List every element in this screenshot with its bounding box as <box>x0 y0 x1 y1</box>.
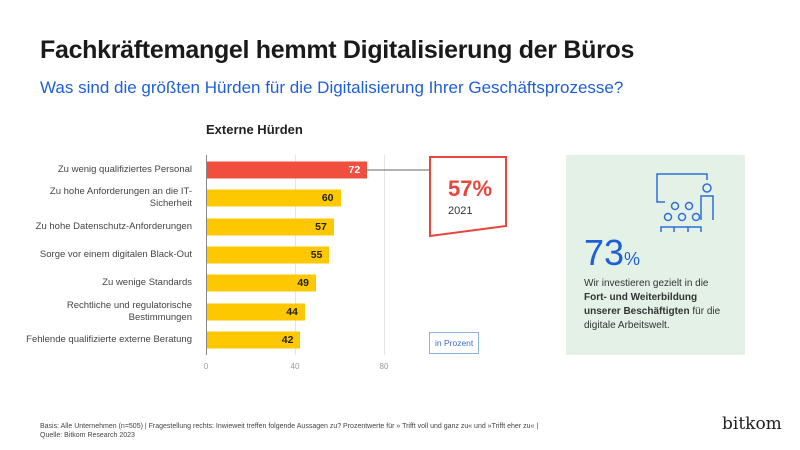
chart-title: Externe Hürden <box>206 122 303 137</box>
info-value-unit: % <box>624 249 641 269</box>
bar <box>207 331 301 349</box>
info-box <box>566 155 745 355</box>
bar-value-label: 44 <box>286 305 298 318</box>
unit-note: in Prozent <box>429 332 480 354</box>
info-text-bold: Fort- und Weiterbildung unserer Beschäft… <box>584 292 698 317</box>
page-subtitle: Was sind die größten Hürden für die Digi… <box>40 78 624 97</box>
callout-value: 57% <box>448 176 493 201</box>
footnote-basis: Basis: Alle Unternehmen (n=505) | Frages… <box>40 423 539 430</box>
gridline <box>206 155 207 355</box>
bitkom-logo: bitkom <box>722 414 782 434</box>
category-label: Rechtliche und regulatorische Bestimmung… <box>66 299 192 323</box>
bar <box>207 218 334 236</box>
bar <box>207 246 330 264</box>
bar <box>207 161 368 179</box>
info-value: 73% <box>584 232 640 274</box>
category-label: Sorge vor einem digitalen Black-Out <box>39 248 192 260</box>
info-text-post: für die digitale Arbeitswelt. <box>584 306 721 331</box>
category-label: Zu wenige Standards <box>102 277 192 289</box>
gridline <box>384 155 385 355</box>
bar-value-label: 49 <box>297 277 310 290</box>
category-label: Fehlende qualifizierte externe Beratung <box>26 333 192 345</box>
bar <box>207 274 317 292</box>
bar-value-label: 72 <box>348 164 361 176</box>
bar-value-label: 57 <box>315 220 327 233</box>
info-text: Wir investieren gezielt in die Fort- und… <box>584 277 734 333</box>
info-text-pre: Wir investieren gezielt in die <box>584 278 709 289</box>
x-tick-label: 0 <box>203 362 209 371</box>
category-label: Zu hohe Anforderungen an die IT-Sicherhe… <box>49 186 192 210</box>
bar-value-label: 55 <box>310 248 323 261</box>
bar <box>207 303 305 320</box>
bar <box>207 189 341 207</box>
callout-year: 2021 <box>448 205 473 217</box>
category-label: Zu wenig qualifiziertes Personal <box>57 164 192 175</box>
callout-box <box>429 156 507 238</box>
bar-value-label: 60 <box>321 192 334 205</box>
category-label: Zu hohe Datenschutz-Anforderungen <box>35 220 192 232</box>
x-tick-label: 80 <box>379 362 389 371</box>
bar-value-label: 42 <box>281 333 294 346</box>
x-tick-label: 40 <box>290 362 300 371</box>
page-title: Fachkräftemangel hemmt Digitalisierung d… <box>40 36 635 64</box>
footnote-source: Quelle: Bitkom Research 2023 <box>40 432 135 439</box>
info-value-number: 73 <box>584 232 625 273</box>
presentation-audience-icon <box>656 173 714 232</box>
